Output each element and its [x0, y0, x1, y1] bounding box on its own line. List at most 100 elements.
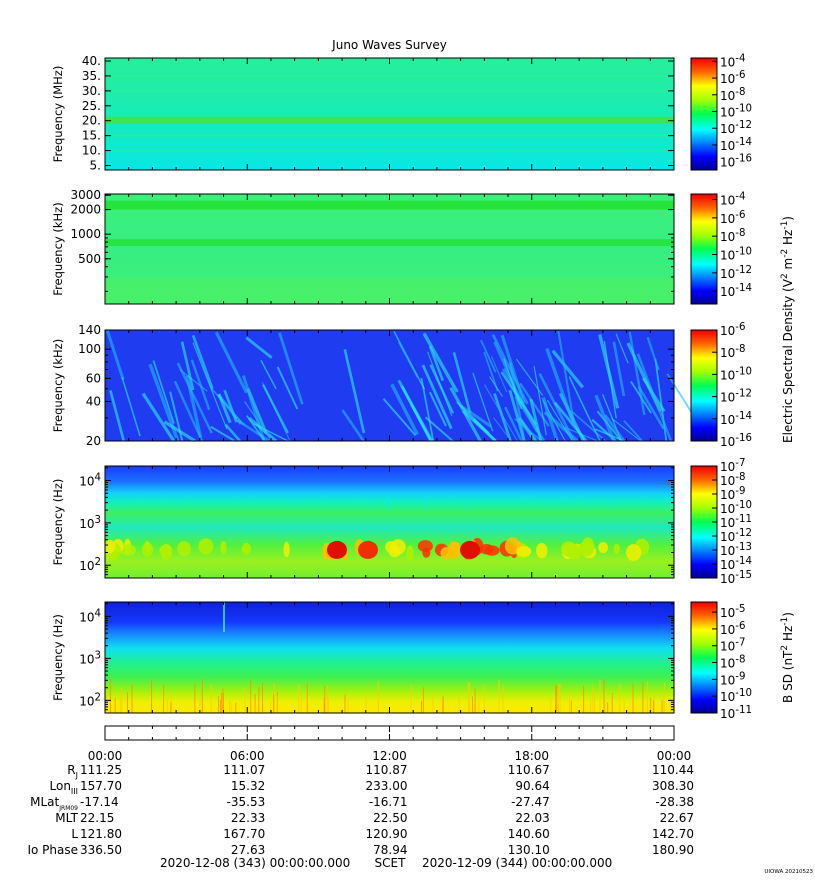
credit-label: UIOWA 20210523 — [764, 869, 813, 875]
emission-streak — [169, 391, 184, 442]
colorbar-tick-label: 10-11 — [720, 705, 752, 721]
emission-streak — [224, 423, 242, 442]
emission-blob — [104, 539, 116, 553]
emission-streak — [598, 334, 620, 409]
ephemeris-value: -17.14 — [80, 795, 119, 809]
colorbar-tick-label: 10-8 — [720, 472, 745, 488]
colorbar-tick-label: 10-8 — [720, 87, 745, 103]
band-2mhz — [105, 200, 674, 210]
emission-streak — [410, 404, 432, 442]
x-tick-label: 12:00 — [372, 749, 407, 763]
emission-streak — [654, 358, 668, 442]
emission-streak — [603, 414, 626, 442]
colorbar-tick-label: 10-12 — [720, 120, 752, 136]
emission-streak — [500, 371, 538, 426]
emission-streak — [105, 330, 125, 381]
emission-streak — [623, 420, 643, 442]
emission-streak — [570, 410, 607, 442]
y-axis-label: Frequency (kHz) — [51, 202, 65, 295]
colorbar-frame — [690, 329, 718, 442]
emission-streak — [551, 349, 585, 389]
ephemeris-label: MLT — [55, 811, 78, 825]
colorbar-tick-label: 10-10 — [720, 103, 752, 119]
y-axis-label: Frequency (Hz) — [51, 479, 65, 566]
emission-streak — [397, 341, 419, 378]
emission-streak — [538, 373, 575, 442]
y-tick-label: 40 — [86, 394, 101, 408]
emission-streak — [646, 336, 660, 371]
colorbar-tick-label: 10-7 — [720, 638, 745, 654]
y-tick-label: 102 — [79, 692, 101, 708]
y-axis-label: Frequency (Hz) — [51, 614, 65, 701]
band-20mhz — [105, 116, 674, 124]
y-tick-label: 2000 — [70, 203, 101, 217]
emission-streak — [422, 332, 459, 393]
emission-blob — [450, 541, 462, 558]
emission-streak — [141, 392, 176, 442]
band-line — [105, 149, 674, 152]
ephemeris-value: 22.33 — [231, 811, 265, 825]
time-frame: SCET — [375, 856, 407, 870]
panel-2 — [104, 193, 718, 305]
emission-streak — [449, 386, 482, 442]
ephemeris-value: 142.70 — [652, 827, 694, 841]
chart-title: Juno Waves Survey — [331, 38, 447, 52]
colorbar-label: Electric Spectral Density (V2 m-2 Hz-1) — [780, 216, 795, 443]
ephemeris-value: 120.90 — [366, 827, 408, 841]
emission-streak — [557, 330, 575, 421]
colorbar-label: B SD (nT2 Hz-1) — [780, 612, 795, 703]
emission-streak — [278, 332, 304, 405]
emission-streak — [472, 372, 494, 432]
ephemeris-label: MLatJRM09 — [30, 795, 78, 812]
ephemeris-value: 336.50 — [80, 843, 122, 857]
emission-streak — [179, 369, 208, 392]
colorbar-tick-label: 10-8 — [720, 228, 745, 244]
ephemeris-value: 180.90 — [652, 843, 694, 857]
emission-streak — [491, 333, 529, 405]
colorbar-tick-label: 10-12 — [720, 389, 752, 405]
emission-streak — [190, 359, 211, 411]
emission-streak — [541, 396, 559, 442]
emission-streak — [341, 409, 365, 442]
colorbar-tick-label: 10-6 — [720, 621, 745, 637]
y-tick-label: 102 — [79, 557, 101, 573]
emission-streak — [121, 376, 141, 437]
ephemeris-value: 110.67 — [508, 763, 550, 777]
y-tick-label: 103 — [79, 515, 101, 531]
emission-streak — [242, 375, 266, 442]
emission-streak — [636, 353, 673, 442]
colorbar-frame — [690, 57, 718, 171]
spectrogram-4 — [105, 466, 674, 578]
emission-streak — [192, 342, 228, 430]
ephemeris-label: LonIII — [50, 779, 79, 796]
ephemeris-value: 140.60 — [508, 827, 550, 841]
emission-streak — [546, 399, 573, 442]
emission-blob — [283, 541, 290, 558]
colorbar-tick-label: 10-14 — [720, 283, 752, 299]
emission-streak — [210, 425, 236, 442]
emission-streak — [594, 394, 616, 442]
colorbar-tick-label: 10-6 — [720, 70, 745, 86]
spectrogram-1 — [105, 58, 674, 170]
emission-streak — [343, 348, 366, 434]
emission-blob — [565, 543, 582, 560]
y-tick-label: 20. — [82, 114, 101, 128]
colorbar-tick-label: 10-6 — [720, 210, 745, 226]
ephemeris-label: Io Phase — [27, 843, 78, 857]
colorbar-1 — [691, 58, 717, 170]
y-tick-label: 40. — [82, 54, 101, 68]
emission-streak — [217, 393, 232, 424]
ephemeris-value: -28.38 — [655, 795, 694, 809]
ephemeris-value: 22.67 — [660, 811, 694, 825]
y-tick-label: 15. — [82, 129, 101, 143]
colorbar-tick-label: 10-8 — [720, 655, 745, 671]
y-tick-label: 60 — [86, 371, 101, 385]
emission-streak — [427, 351, 453, 417]
intense-emission — [460, 540, 480, 559]
spectrogram-5 — [105, 602, 674, 713]
emission-streak — [211, 388, 245, 426]
y-tick-label: 103 — [79, 650, 101, 666]
ephemeris-value: 111.07 — [223, 763, 265, 777]
emission-blob — [516, 546, 532, 557]
